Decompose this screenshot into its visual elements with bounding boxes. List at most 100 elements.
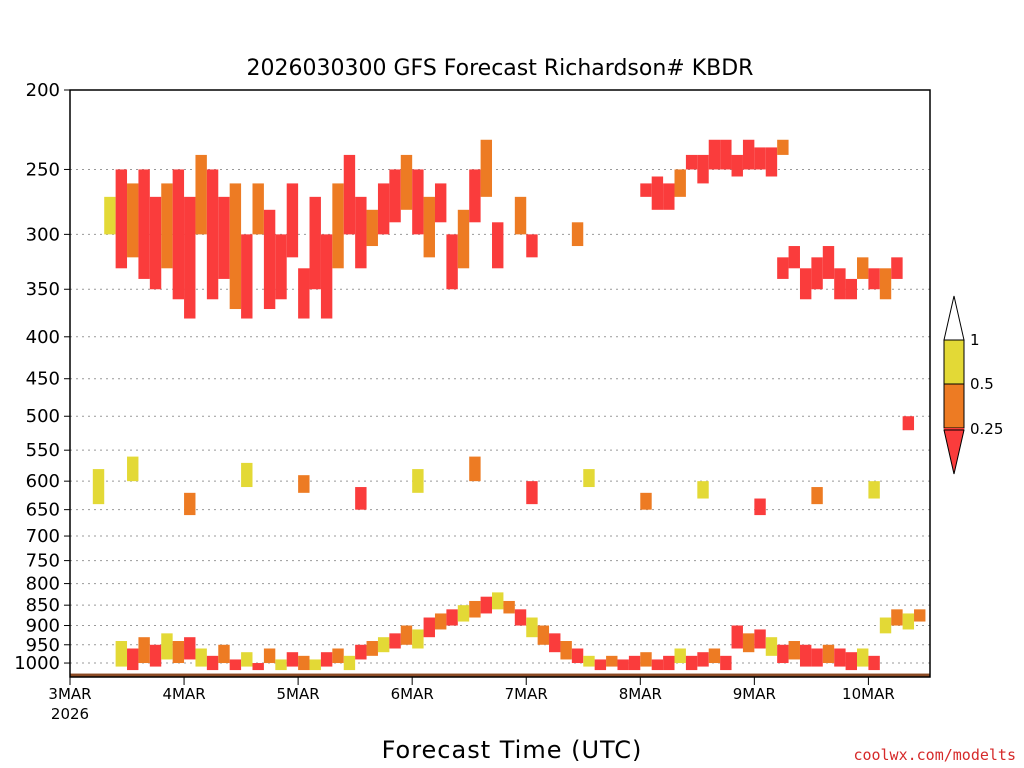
ri-cell-130 bbox=[708, 648, 721, 664]
ri-cell-53 bbox=[799, 268, 812, 300]
ri-cell-91 bbox=[263, 648, 276, 664]
ri-cell-23 bbox=[366, 209, 378, 247]
ri-cell-118 bbox=[571, 648, 584, 664]
x-tick-label-6MAR: 6MAR bbox=[391, 685, 434, 703]
ri-cell-70 bbox=[469, 456, 481, 482]
ri-cell-65 bbox=[184, 492, 196, 516]
ri-cell-115 bbox=[537, 625, 550, 645]
ri-cell-136 bbox=[777, 644, 789, 664]
ri-cell-28 bbox=[423, 196, 435, 258]
ri-cell-64 bbox=[127, 456, 139, 482]
ri-cell-128 bbox=[685, 655, 698, 671]
ri-cell-140 bbox=[822, 644, 835, 664]
ri-cell-144 bbox=[868, 655, 880, 671]
ri-cell-76 bbox=[811, 487, 823, 505]
y-tick-label-250: 250 bbox=[26, 159, 60, 180]
legend-bottom-arrow bbox=[943, 429, 965, 475]
ri-cell-11 bbox=[229, 183, 242, 310]
y-axis: 200 250 300 350 400 450 500 550 600 650 700 7508008… bbox=[14, 80, 70, 674]
y-tick-label-800: 800 bbox=[26, 574, 60, 595]
y-tick-label-850: 850 bbox=[26, 595, 60, 616]
ri-cell-38 bbox=[640, 183, 652, 197]
ri-cell-113 bbox=[514, 609, 527, 626]
ri-cell-26 bbox=[400, 154, 413, 210]
ri-cell-7 bbox=[184, 196, 196, 319]
ri-cell-142 bbox=[845, 652, 858, 671]
ri-cell-31 bbox=[457, 209, 470, 269]
ri-cell-103 bbox=[400, 625, 413, 645]
ri-cell-101 bbox=[377, 637, 390, 653]
ri-cell-126 bbox=[663, 655, 675, 671]
ri-cell-32 bbox=[469, 169, 481, 223]
ri-cell-116 bbox=[549, 633, 561, 653]
ri-cell-114 bbox=[526, 617, 538, 638]
y-tick-label-1000: 1000 bbox=[14, 653, 60, 674]
legend-top-arrow bbox=[943, 295, 965, 341]
y-tick-label-550: 550 bbox=[26, 440, 60, 461]
ground-bar bbox=[70, 673, 930, 677]
ri-cell-37 bbox=[571, 222, 584, 247]
x-tick-label-4MAR: 4MAR bbox=[162, 685, 205, 703]
legend: 1 0.5 0.25 bbox=[943, 295, 1003, 475]
ri-cell-125 bbox=[651, 659, 664, 671]
ri-cell-49 bbox=[765, 147, 778, 177]
ri-cell-8 bbox=[195, 154, 207, 235]
ri-cell-137 bbox=[788, 641, 800, 660]
ri-cell-88 bbox=[229, 659, 242, 671]
ri-cell-44 bbox=[708, 139, 721, 170]
ri-cell-145 bbox=[879, 617, 892, 634]
ri-cell-122 bbox=[617, 659, 629, 671]
y-tick-label-400: 400 bbox=[26, 327, 60, 348]
ri-cell-108 bbox=[457, 605, 470, 622]
ri-cell-2 bbox=[127, 183, 139, 258]
ri-cell-134 bbox=[754, 629, 766, 649]
ri-cell-30 bbox=[446, 234, 458, 290]
ri-cell-24 bbox=[377, 183, 390, 235]
ri-cell-86 bbox=[206, 655, 219, 671]
credit-text: coolwx.com/modelts bbox=[853, 746, 1016, 764]
legend-label-1: 1 bbox=[970, 331, 980, 349]
ri-cell-135 bbox=[765, 637, 778, 656]
ri-cell-39 bbox=[651, 176, 664, 210]
ri-cell-29 bbox=[434, 183, 447, 223]
ri-cell-63 bbox=[92, 469, 105, 505]
x-tick-label-10MAR: 10MAR bbox=[842, 685, 895, 703]
chart-title: 2026030300 GFS Forecast Richardson# KBDR bbox=[247, 56, 754, 81]
legend-label-0.25: 0.25 bbox=[970, 420, 1003, 438]
ri-cell-4 bbox=[149, 196, 162, 290]
ri-cell-87 bbox=[218, 644, 230, 664]
plot-frame bbox=[69, 89, 931, 678]
ri-cell-96 bbox=[320, 652, 333, 667]
ri-cell-79 bbox=[127, 648, 139, 671]
ri-cell-57 bbox=[845, 278, 858, 300]
ri-cell-20 bbox=[332, 183, 344, 269]
ri-cell-43 bbox=[697, 154, 709, 184]
ri-cell-124 bbox=[640, 652, 652, 667]
ri-cell-84 bbox=[184, 637, 196, 660]
ri-cell-68 bbox=[355, 487, 367, 510]
ri-cell-97 bbox=[332, 648, 344, 664]
legend-bin-red bbox=[944, 428, 964, 430]
y-tick-label-950: 950 bbox=[26, 635, 60, 656]
ri-cell-99 bbox=[355, 644, 367, 660]
ri-cell-18 bbox=[309, 196, 321, 290]
x-tick-label-5MAR: 5MAR bbox=[277, 685, 320, 703]
ri-cell-47 bbox=[742, 139, 755, 170]
ri-cell-12 bbox=[241, 234, 253, 319]
ri-cell-119 bbox=[583, 655, 595, 667]
ri-cell-48 bbox=[754, 147, 766, 170]
ri-cell-46 bbox=[731, 154, 743, 177]
ri-cell-1 bbox=[115, 169, 128, 269]
y-tick-label-650: 650 bbox=[26, 500, 60, 521]
ri-cell-139 bbox=[811, 648, 823, 667]
ri-cell-25 bbox=[389, 169, 401, 223]
ri-cell-50 bbox=[777, 139, 789, 155]
ri-cell-83 bbox=[172, 641, 185, 664]
ri-cell-71 bbox=[526, 481, 538, 505]
x-tick-label-8MAR: 8MAR bbox=[619, 685, 662, 703]
ri-cell-15 bbox=[275, 234, 287, 300]
x-tick-label-9MAR: 9MAR bbox=[733, 685, 776, 703]
ri-cell-77 bbox=[868, 481, 880, 499]
ri-cell-95 bbox=[309, 659, 321, 671]
ri-cell-36 bbox=[526, 234, 538, 258]
